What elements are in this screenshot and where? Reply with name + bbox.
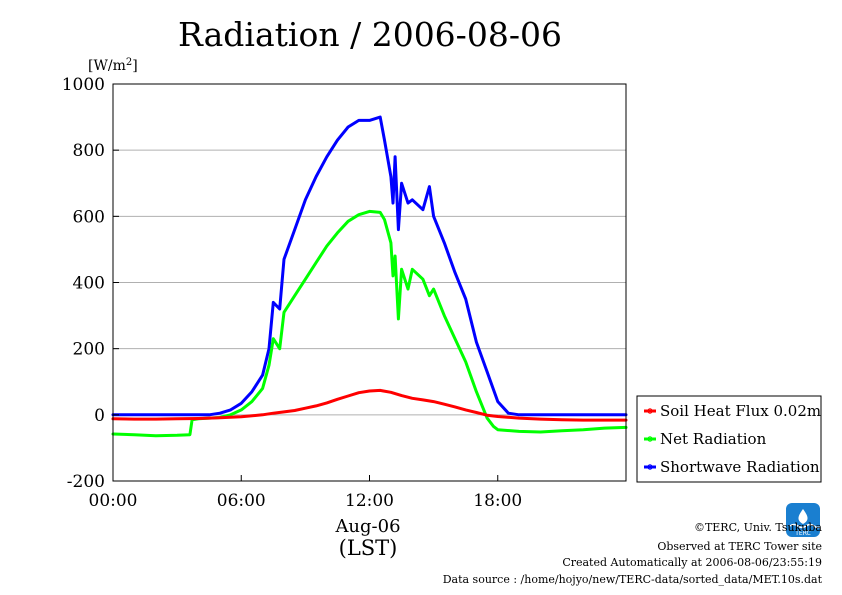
grid-lines — [113, 149, 626, 416]
series-line-soil-heat-flux-0-02m — [111, 388, 628, 422]
legend-marker — [647, 436, 653, 442]
drop-icon — [798, 509, 808, 524]
legend-label: Net Radiation — [660, 430, 767, 448]
y-axis-unit-suffix: ] — [132, 58, 137, 74]
legend-box — [636, 395, 822, 483]
y-tick-label: 800 — [73, 141, 105, 161]
footer-source: Data source : /home/hojyo/new/TERC-data/… — [443, 573, 823, 586]
y-axis-ticks: -200 0 200 400 600 800 1000 — [62, 75, 119, 492]
x-tick-label: 18:00 — [473, 491, 522, 511]
terc-logo-text: TERC — [794, 530, 811, 537]
chart-title: Radiation / 2006-08-06 — [178, 15, 562, 54]
x-date-label: Aug-06 — [334, 516, 400, 537]
footer-copyright: ©TERC, Univ. Tsukuba — [694, 521, 822, 534]
y-axis-unit-prefix: [W/m — [88, 58, 126, 74]
y-tick-label: -200 — [67, 472, 105, 492]
y-tick-label: 600 — [73, 207, 105, 227]
y-tick-label: 400 — [73, 274, 105, 294]
x-axis-label: (LST) — [339, 536, 398, 560]
footer-created: Created Automatically at 2006-08-06/23:5… — [562, 556, 822, 569]
x-axis-ticks: 00:00 06:00 12:00 18:00 — [89, 475, 522, 511]
legend: Soil Heat Flux 0.02m Net Radiation Shortwa… — [636, 395, 822, 483]
series-line-shortwave-radiation — [111, 115, 628, 417]
legend-label: Soil Heat Flux 0.02m — [660, 402, 821, 420]
y-tick-label: 200 — [73, 340, 105, 360]
y-axis-unit: [W/m2] — [88, 57, 138, 74]
y-tick-label: 0 — [94, 406, 105, 426]
x-tick-label: 12:00 — [345, 491, 394, 511]
legend-marker — [647, 408, 653, 414]
x-tick-label: 06:00 — [217, 491, 266, 511]
series-line-net-radiation — [111, 209, 628, 438]
legend-marker — [647, 464, 653, 470]
y-tick-label: 1000 — [62, 75, 105, 95]
y-axis-unit-sup: 2 — [126, 57, 132, 68]
x-tick-label: 00:00 — [89, 491, 138, 511]
terc-logo: TERC — [786, 503, 823, 537]
wave-icon — [789, 523, 823, 529]
footer-site: Observed at TERC Tower site — [657, 540, 822, 553]
legend-label: Shortwave Radiation — [660, 458, 820, 476]
data-series — [111, 115, 628, 438]
